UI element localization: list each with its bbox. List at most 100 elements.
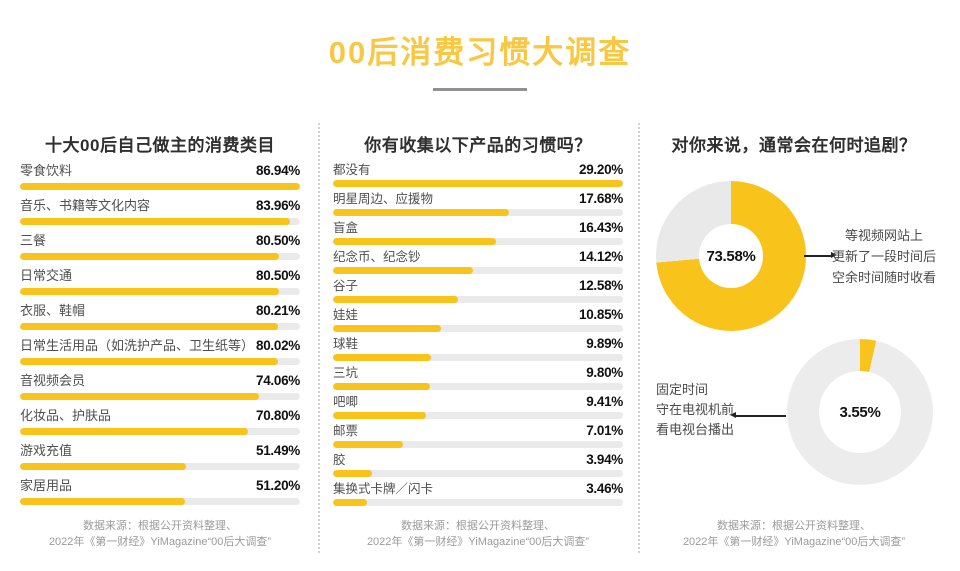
donut-chart-tv-broadcast: 3.55%	[787, 339, 933, 485]
value-label: 70.80%	[256, 408, 300, 423]
bar-track	[333, 238, 623, 245]
bar-row-head: 零食饮料 86.94%	[20, 163, 300, 179]
bar-row: 球鞋 9.89%	[333, 337, 623, 361]
bar-track	[20, 428, 300, 435]
category-label: 胶	[333, 453, 346, 467]
bar-row-head: 三坑 9.80%	[333, 365, 623, 381]
bar-row-head: 娃娃 10.85%	[333, 307, 623, 323]
bar-row: 零食饮料 86.94%	[20, 163, 300, 190]
bar-row-head: 衣服、鞋帽 80.21%	[20, 303, 300, 319]
bar-row: 盲盒 16.43%	[333, 221, 623, 245]
category-label: 球鞋	[333, 337, 359, 351]
bar-track	[333, 209, 623, 216]
donut-value-label: 3.55%	[839, 403, 881, 421]
chart-title: 你有收集以下产品的习惯吗？	[364, 136, 592, 155]
bar-row-head: 日常交通 80.50%	[20, 268, 300, 284]
bar-track	[333, 180, 623, 187]
source-line: 2022年《第一财经》YiMagazine“00后大调查”	[366, 536, 590, 548]
panel-divider	[318, 123, 320, 553]
category-label: 吧唧	[333, 395, 359, 409]
value-label: 29.20%	[579, 162, 623, 177]
bar-row-head: 游戏充值 51.49%	[20, 443, 300, 459]
value-label: 10.85%	[579, 307, 623, 322]
annotation-arrow	[804, 252, 837, 258]
category-label: 集换式卡牌／闪卡	[333, 482, 434, 496]
bar-track	[20, 183, 300, 190]
category-label: 都没有	[333, 163, 371, 177]
donut-value-label: 73.58%	[706, 247, 756, 265]
bar-row-head: 明星周边、应援物 17.68%	[333, 191, 623, 207]
bar-row-head: 集换式卡牌／闪卡 3.46%	[333, 482, 623, 497]
panel-divider	[638, 123, 640, 553]
value-label: 51.20%	[256, 478, 300, 493]
title-underline	[433, 88, 527, 91]
bar-row: 日常生活用品（如洗护产品、卫生纸等） 80.02%	[20, 338, 300, 365]
bar-row: 音视频会员 74.06%	[20, 373, 300, 400]
value-label: 80.50%	[256, 268, 300, 283]
value-label: 17.68%	[579, 191, 623, 206]
bar-row: 集换式卡牌／闪卡 3.46%	[333, 482, 623, 506]
data-source-note: 数据来源：根据公开资料整理、 2022年《第一财经》YiMagazine“00后…	[20, 518, 300, 550]
value-label: 9.80%	[586, 365, 623, 380]
annotation-line: 更新了一段时间后	[831, 249, 936, 264]
bar-row-head: 日常生活用品（如洗护产品、卫生纸等） 80.02%	[20, 338, 300, 354]
bar-track	[20, 218, 300, 225]
bar-track	[20, 253, 300, 260]
bar-fill	[20, 498, 185, 505]
bar-row: 化妆品、护肤品 70.80%	[20, 408, 300, 435]
bar-row: 都没有 29.20%	[333, 163, 623, 187]
chart-title: 十大00后自己做主的消费类目	[45, 136, 275, 155]
category-label: 化妆品、护肤品	[20, 408, 112, 423]
bar-fill	[333, 470, 373, 477]
bar-row: 娃娃 10.85%	[333, 308, 623, 332]
bar-fill	[333, 441, 403, 448]
bar-chart: 零食饮料 86.94% 音乐、书籍等文化内容 83.96% 三餐 80.50% 日常交通 80…	[20, 163, 300, 505]
category-label: 家居用品	[20, 478, 73, 493]
source-line: 2022年《第一财经》YiMagazine“00后大调查”	[48, 536, 272, 548]
bar-track	[20, 323, 300, 330]
category-label: 三餐	[20, 233, 47, 248]
source-line: 数据来源：根据公开资料整理、	[717, 520, 871, 532]
bar-row: 邮票 7.01%	[333, 424, 623, 448]
bar-track	[333, 354, 623, 361]
bar-fill	[20, 253, 280, 260]
source-line: 数据来源：根据公开资料整理、	[401, 520, 555, 532]
bar-row-head: 家居用品 51.20%	[20, 478, 300, 494]
bar-track	[20, 358, 300, 365]
donut-chart-online-streaming: 73.58%	[656, 181, 806, 331]
bar-row: 吧唧 9.41%	[333, 395, 623, 419]
bar-fill	[20, 183, 300, 190]
page-title: 00后消费习惯大调查	[328, 35, 632, 70]
bar-row: 谷子 12.58%	[333, 279, 623, 303]
bar-fill	[20, 323, 279, 330]
bar-fill	[20, 393, 259, 400]
bar-track	[333, 296, 623, 303]
source-line: 数据来源：根据公开资料整理、	[83, 520, 237, 532]
value-label: 80.50%	[256, 233, 300, 248]
donut-hole	[699, 224, 763, 288]
value-label: 74.06%	[256, 373, 300, 388]
panel-consumption-categories: 十大00后自己做主的消费类目 零食饮料 86.94% 音乐、书籍等文化内容 83.96…	[20, 127, 300, 559]
annotation-online-streaming: 等视频网站上 更新了一段时间后 空余时间随时收看	[828, 225, 940, 288]
bar-track	[333, 383, 623, 390]
value-label: 80.02%	[256, 338, 300, 353]
bar-row: 纪念币、纪念钞 14.12%	[333, 250, 623, 274]
value-label: 16.43%	[579, 220, 623, 235]
bar-track	[20, 393, 300, 400]
value-label: 83.96%	[256, 198, 300, 213]
donut-hole	[819, 371, 901, 453]
category-label: 三坑	[333, 366, 359, 380]
category-label: 零食饮料	[20, 163, 73, 178]
bar-row: 三坑 9.80%	[333, 366, 623, 390]
annotation-arrow	[730, 412, 786, 418]
bar-fill	[20, 218, 291, 225]
bar-fill	[20, 428, 249, 435]
value-label: 9.41%	[586, 394, 623, 409]
bar-row-head: 音视频会员 74.06%	[20, 373, 300, 389]
value-label: 9.89%	[586, 336, 623, 351]
value-label: 86.94%	[256, 163, 300, 178]
annotation-line: 看电视台播出	[656, 422, 735, 437]
category-label: 盲盒	[333, 221, 359, 235]
bar-row: 家居用品 51.20%	[20, 478, 300, 505]
bar-track	[333, 412, 623, 419]
